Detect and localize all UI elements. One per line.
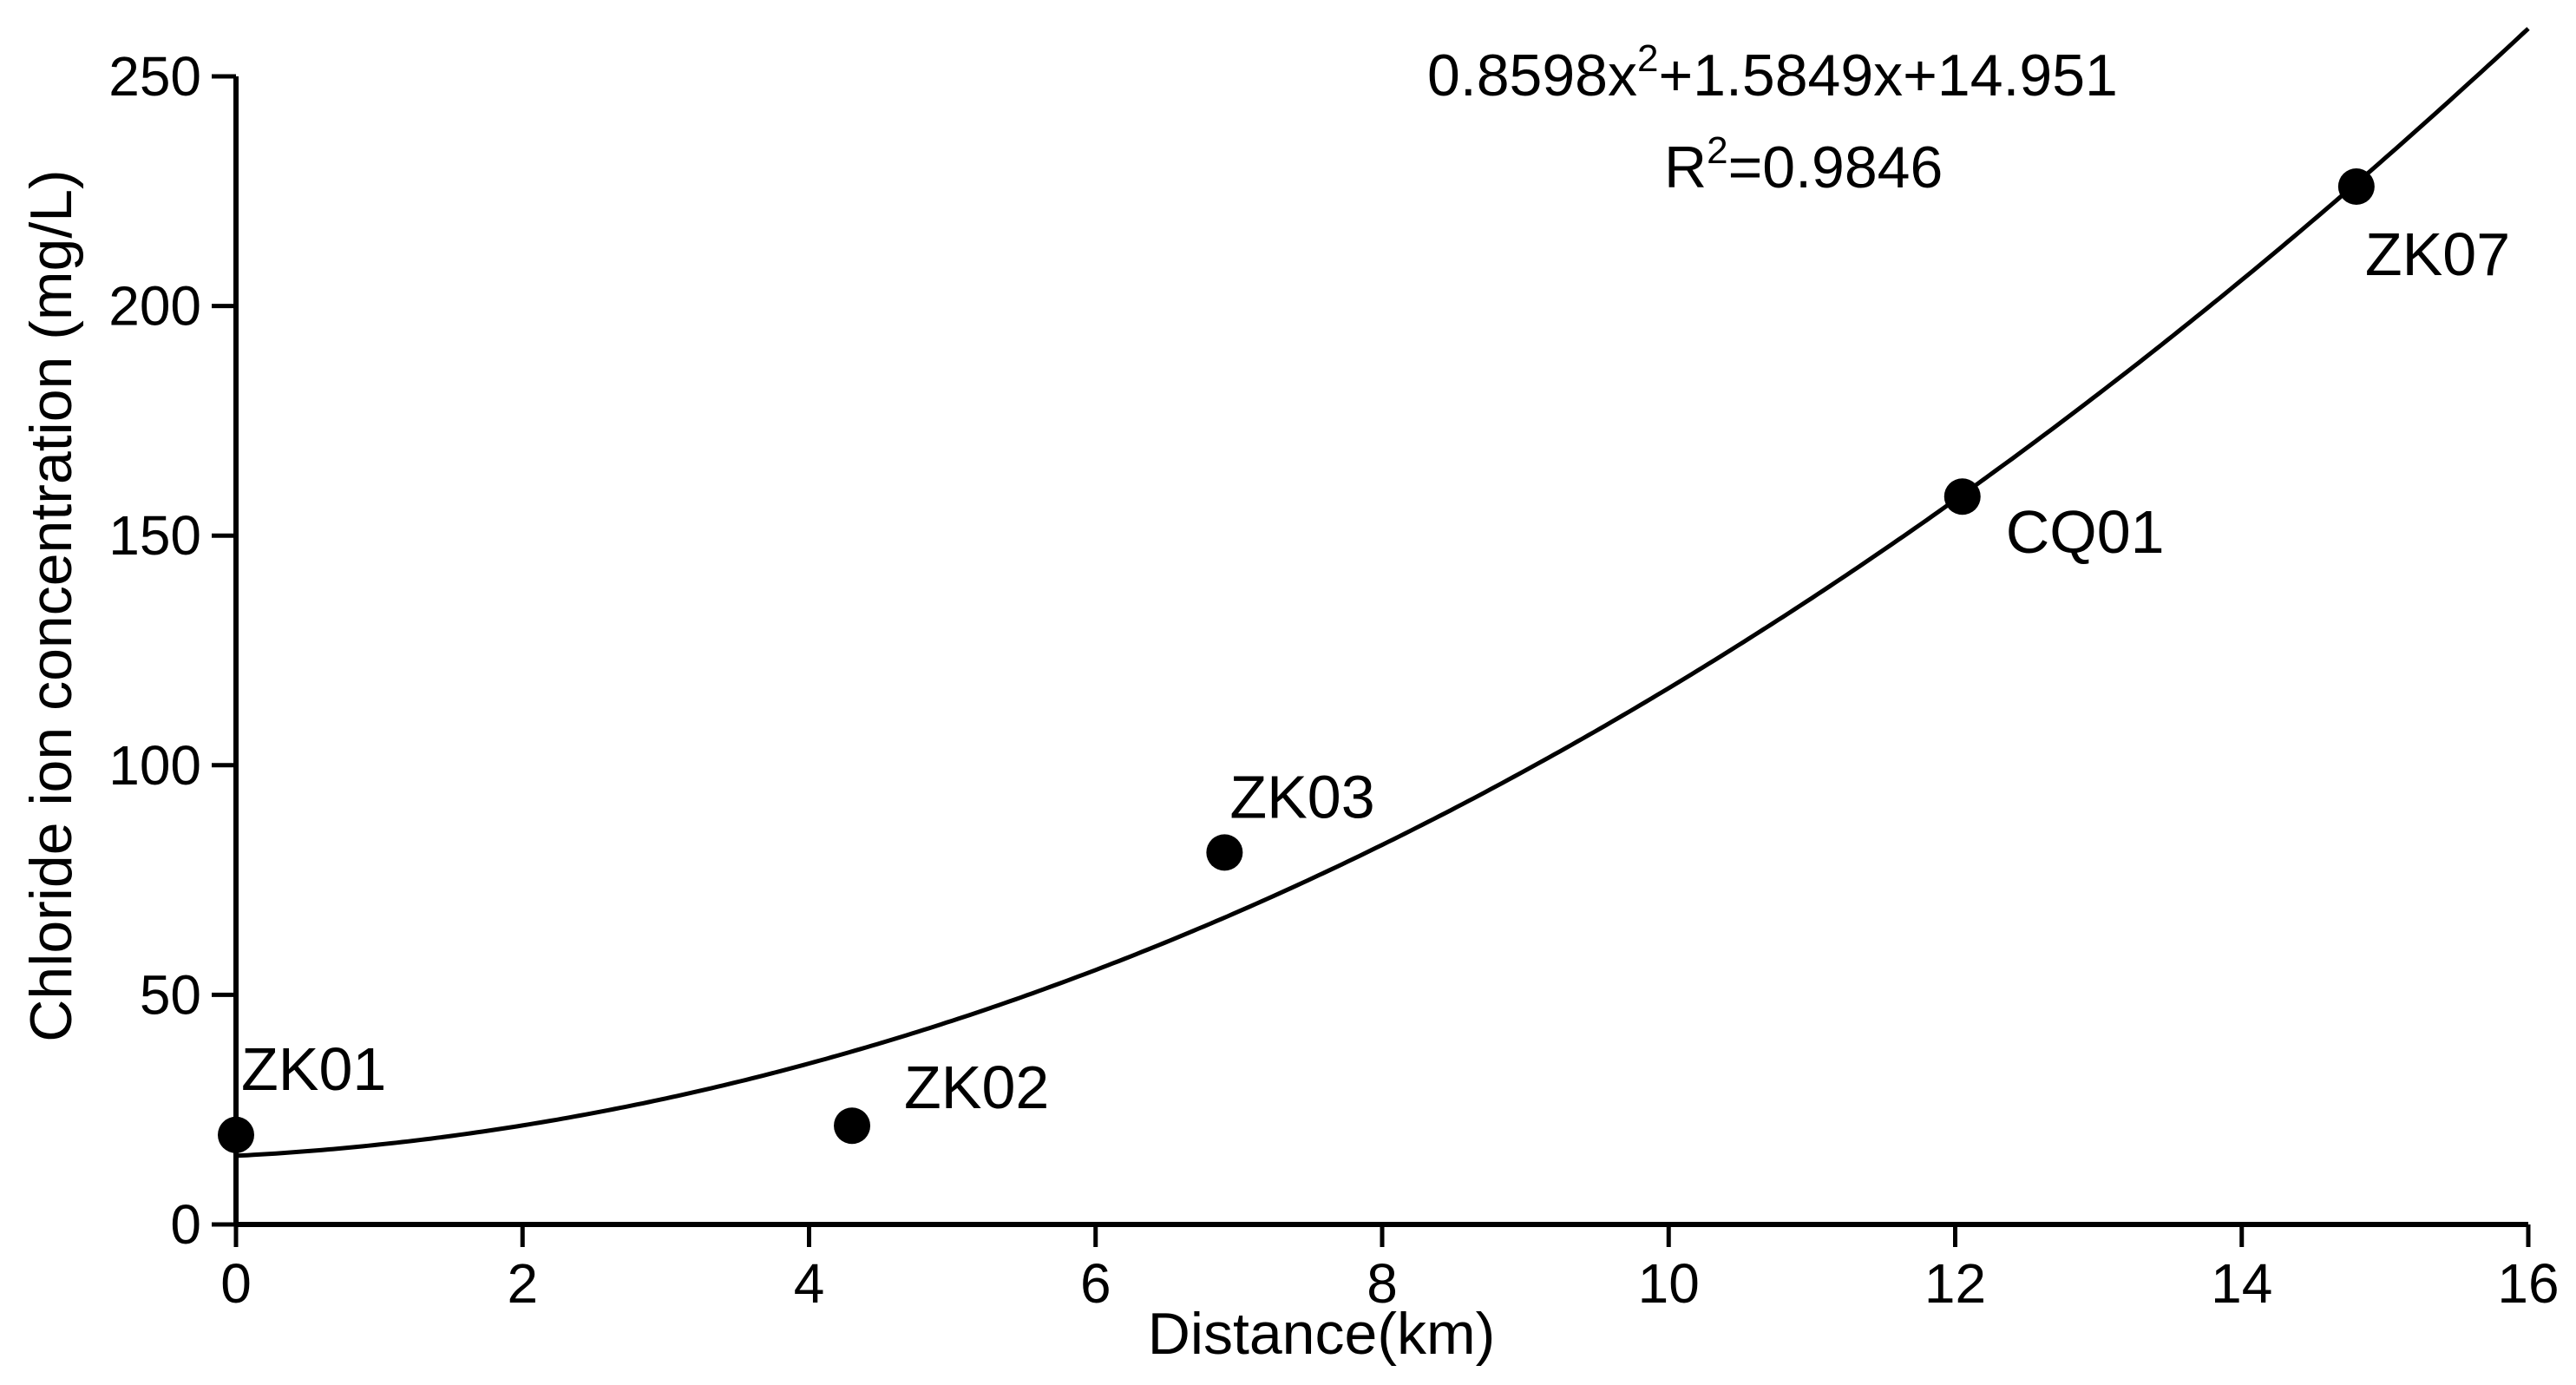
fit-curve-layer	[235, 27, 2530, 1159]
data-point-label-zk02: ZK02	[904, 1054, 1049, 1121]
x-axis-label: Distance(km)	[1148, 1301, 1496, 1367]
data-point-label-zk07: ZK07	[2365, 220, 2510, 288]
y-tick-label: 0	[170, 1193, 201, 1256]
x-tick-label: 0	[220, 1252, 252, 1315]
points-layer: ZK01 ZK02 ZK03 CQ01 ZK07	[218, 168, 2510, 1153]
data-point-label-zk03: ZK03	[1229, 763, 1374, 830]
x-tick-label: 16	[2497, 1252, 2559, 1315]
equation-superscript: 2	[1637, 37, 1658, 80]
y-tick-label: 100	[108, 734, 201, 797]
data-point-label-cq01: CQ01	[2006, 498, 2165, 566]
fit-curve	[235, 27, 2530, 1159]
axes: 0 2 4 6 8 10 12 14 16 0 50 100 150 200 250	[108, 45, 2559, 1315]
data-point-zk03	[1206, 834, 1243, 871]
data-point-zk01	[218, 1116, 254, 1153]
y-tick-label: 150	[108, 504, 201, 567]
x-tick-label: 12	[1924, 1252, 1986, 1315]
x-tick-label: 8	[1367, 1252, 1398, 1315]
y-tick-label: 250	[108, 45, 201, 108]
x-tick-label: 6	[1080, 1252, 1111, 1315]
r-squared-superscript: 2	[1707, 129, 1727, 172]
data-point-zk07	[2337, 168, 2375, 206]
y-tick-label: 50	[140, 963, 201, 1026]
equation-label: 0.8598x2+1.5849x+14.951	[1427, 37, 2118, 108]
y-axis-label: Chloride ion concentration (mg/L)	[18, 169, 84, 1041]
data-point-cq01	[1943, 478, 1981, 515]
x-tick-label: 10	[1638, 1252, 1700, 1315]
x-tick-label: 14	[2211, 1252, 2272, 1315]
data-point-zk02	[834, 1107, 871, 1145]
x-tick-label: 4	[794, 1252, 825, 1315]
data-point-label-zk01: ZK01	[241, 1035, 386, 1103]
x-tick-label: 2	[507, 1252, 538, 1315]
y-tick-label: 200	[108, 275, 201, 338]
r-squared-label: R2=0.9846	[1664, 129, 1943, 200]
